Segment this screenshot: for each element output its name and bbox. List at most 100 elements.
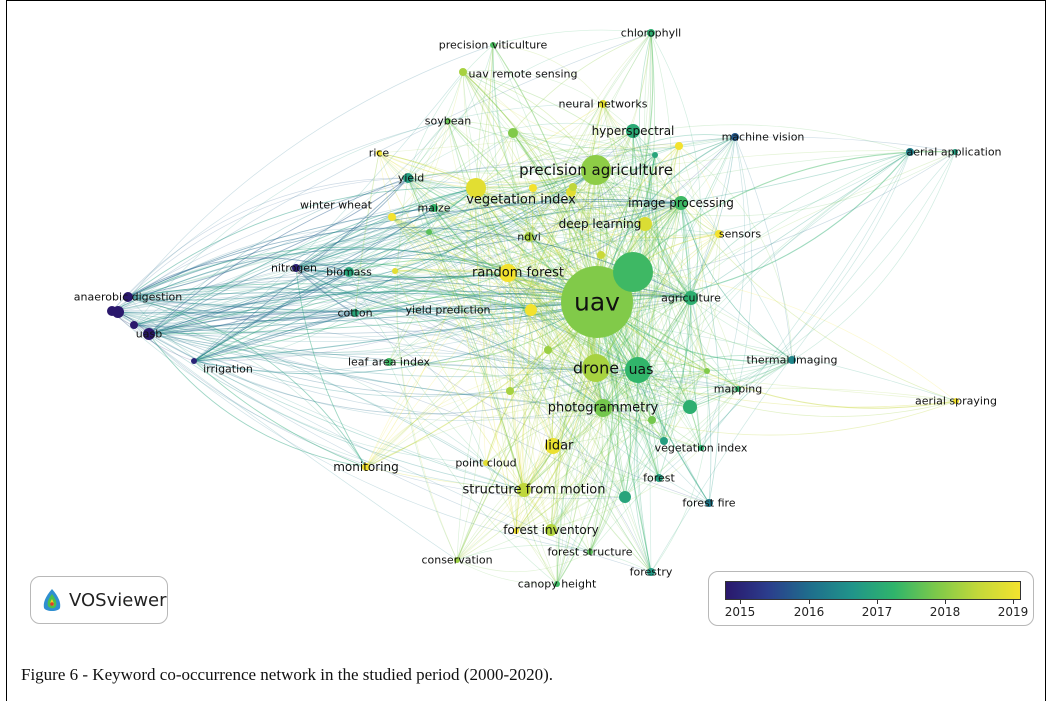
network-link — [462, 71, 597, 171]
network-link — [680, 202, 720, 504]
network-link — [127, 283, 532, 311]
network-link — [111, 253, 396, 312]
network-link — [111, 177, 409, 312]
network-link — [636, 369, 652, 573]
network-node — [506, 387, 514, 395]
network-link — [117, 311, 639, 396]
node-label: irrigation — [203, 363, 253, 376]
network-link — [504, 272, 525, 491]
network-link — [378, 152, 477, 189]
network-link — [570, 136, 736, 194]
network-link — [394, 270, 458, 561]
network-link — [433, 207, 660, 479]
network-link — [117, 311, 604, 409]
network-link — [295, 177, 409, 269]
network-link — [295, 262, 532, 311]
network-link — [456, 559, 558, 585]
network-link — [602, 370, 708, 409]
network-link — [523, 489, 558, 585]
network-link — [111, 32, 652, 312]
network-link — [690, 297, 702, 449]
network-link — [133, 271, 350, 326]
network-link — [528, 236, 702, 449]
network-link — [596, 32, 654, 303]
network-link — [595, 169, 720, 235]
network-node — [587, 549, 593, 555]
network-link — [637, 369, 957, 402]
network-link — [447, 120, 660, 479]
network-link — [552, 154, 658, 447]
node-label: leaf area index — [348, 356, 431, 369]
network-link — [475, 187, 604, 409]
network-link — [388, 361, 604, 409]
network-node — [652, 152, 658, 158]
legend-tick — [945, 599, 946, 604]
network-link — [407, 120, 449, 179]
network-link — [475, 187, 691, 408]
network-link — [148, 199, 682, 335]
node-label: vegetation index — [655, 442, 748, 455]
network-link — [602, 407, 660, 479]
network-link — [295, 236, 530, 269]
network-link — [475, 44, 525, 491]
network-link — [462, 71, 793, 361]
network-link — [407, 177, 530, 238]
network-link — [523, 367, 597, 491]
network-link — [127, 169, 597, 301]
network-link — [475, 44, 494, 189]
network-link — [650, 32, 701, 299]
network-link — [378, 152, 506, 274]
network-link — [365, 187, 477, 468]
network-link — [133, 272, 509, 326]
network-link — [550, 369, 639, 531]
network-link — [595, 169, 691, 408]
network-node — [648, 416, 656, 424]
network-link — [552, 32, 652, 447]
network-link — [295, 136, 956, 269]
node-label: precision agriculture — [519, 161, 673, 179]
network-link — [127, 291, 598, 303]
network-link — [485, 462, 558, 585]
network-link — [504, 272, 597, 369]
network-link — [295, 187, 477, 269]
network-link — [111, 202, 682, 312]
network-link — [127, 296, 367, 468]
network-link — [547, 145, 680, 351]
network-link — [507, 202, 682, 274]
network-link — [737, 151, 911, 390]
network-link — [589, 407, 609, 553]
network-link — [378, 152, 393, 218]
network-link — [148, 309, 532, 335]
network-link — [595, 202, 682, 369]
network-link — [378, 152, 597, 369]
network-link — [348, 186, 574, 273]
network-link — [572, 186, 692, 299]
network-link — [456, 551, 591, 573]
network-node — [191, 358, 197, 364]
network-node — [351, 309, 359, 317]
network-link — [528, 103, 604, 238]
network-link — [117, 44, 494, 313]
network-link — [595, 169, 702, 449]
network-link — [475, 130, 634, 189]
network-node — [788, 356, 796, 364]
network-node — [376, 150, 382, 156]
vosviewer-logo-text: VOSviewer — [69, 589, 167, 611]
node-label: machine vision — [722, 131, 805, 144]
network-link — [637, 202, 684, 371]
network-link — [407, 136, 736, 185]
network-node — [581, 155, 611, 185]
network-link — [637, 233, 720, 371]
network-node — [388, 213, 396, 221]
network-link — [133, 191, 682, 326]
network-link — [570, 186, 682, 204]
network-link — [133, 324, 626, 499]
network-link — [507, 272, 652, 573]
network-node — [508, 128, 518, 138]
network-link — [127, 202, 682, 319]
network-link — [447, 120, 597, 171]
network-link — [475, 187, 652, 573]
network-link — [550, 297, 692, 531]
network-link — [148, 312, 356, 336]
network-link — [148, 301, 598, 335]
